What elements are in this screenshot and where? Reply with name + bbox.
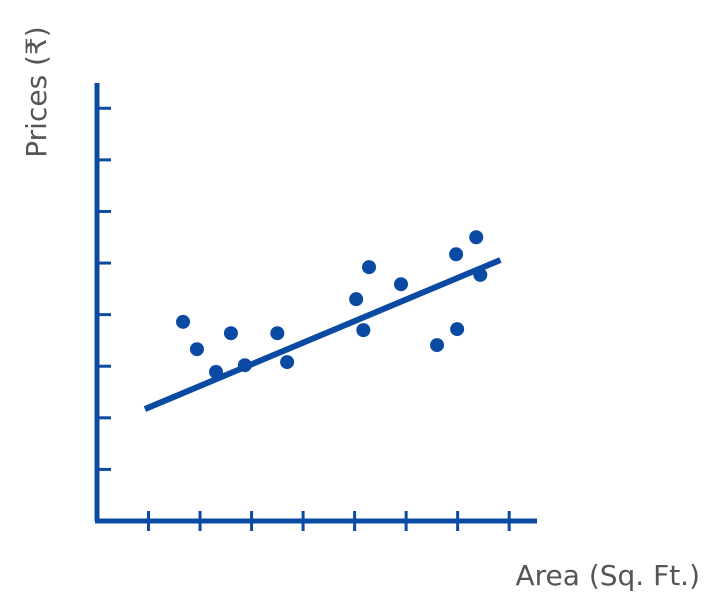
- data-point: [473, 267, 488, 282]
- data-point: [176, 314, 191, 329]
- data-point: [393, 277, 408, 292]
- data-point: [356, 323, 371, 338]
- x-axis-label: Area (Sq. Ft.): [515, 559, 700, 592]
- data-point: [189, 342, 204, 357]
- data-point: [209, 364, 224, 379]
- data-point: [430, 338, 445, 353]
- data-point: [449, 247, 464, 262]
- data-point: [280, 355, 295, 370]
- data-point: [450, 322, 465, 337]
- data-point: [270, 326, 285, 341]
- data-point: [469, 230, 484, 245]
- data-point: [362, 260, 377, 275]
- data-point: [349, 292, 364, 307]
- y-axis-label: Prices (₹): [20, 26, 53, 157]
- trend-line: [143, 257, 502, 412]
- data-point: [223, 326, 238, 341]
- data-point: [237, 358, 252, 373]
